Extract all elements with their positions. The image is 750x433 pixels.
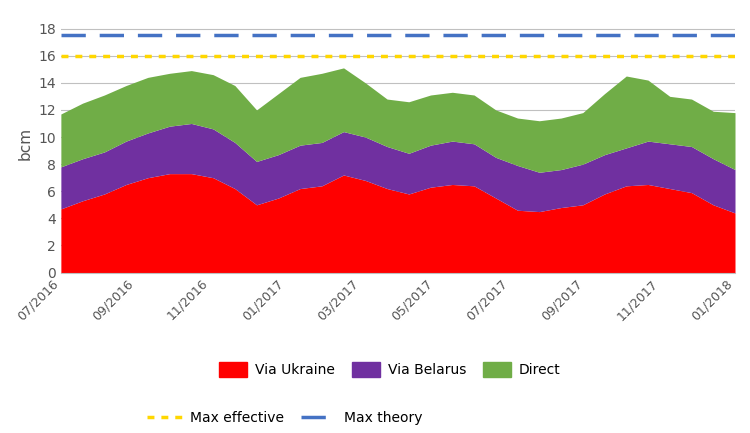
- Y-axis label: bcm: bcm: [18, 127, 33, 160]
- Legend: Max effective, Max theory: Max effective, Max theory: [142, 405, 428, 430]
- Legend: Via Ukraine, Via Belarus, Direct: Via Ukraine, Via Belarus, Direct: [214, 357, 566, 383]
